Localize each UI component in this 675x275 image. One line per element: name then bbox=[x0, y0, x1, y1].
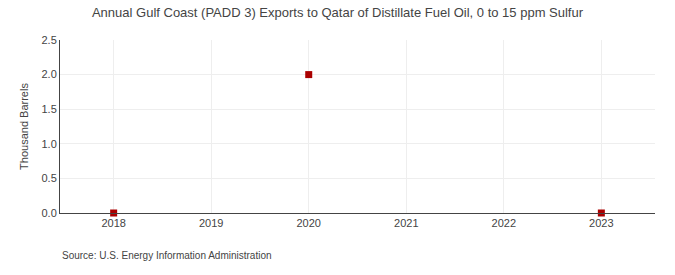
svg-text:2020: 2020 bbox=[296, 217, 320, 229]
svg-text:Thousand Barrels: Thousand Barrels bbox=[18, 83, 30, 170]
svg-text:2022: 2022 bbox=[492, 217, 516, 229]
svg-text:1.5: 1.5 bbox=[42, 103, 57, 115]
svg-text:Source: U.S. Energy Informatio: Source: U.S. Energy Information Administ… bbox=[62, 250, 272, 261]
svg-text:0.0: 0.0 bbox=[42, 207, 57, 219]
svg-text:2.5: 2.5 bbox=[42, 34, 57, 46]
svg-text:0.5: 0.5 bbox=[42, 172, 57, 184]
svg-text:2018: 2018 bbox=[101, 217, 125, 229]
svg-text:1.0: 1.0 bbox=[42, 138, 57, 150]
svg-text:2019: 2019 bbox=[199, 217, 223, 229]
svg-text:Annual Gulf Coast (PADD 3) Exp: Annual Gulf Coast (PADD 3) Exports to Qa… bbox=[92, 5, 584, 20]
svg-text:2.0: 2.0 bbox=[42, 68, 57, 80]
svg-text:2023: 2023 bbox=[589, 217, 613, 229]
svg-text:2021: 2021 bbox=[394, 217, 418, 229]
